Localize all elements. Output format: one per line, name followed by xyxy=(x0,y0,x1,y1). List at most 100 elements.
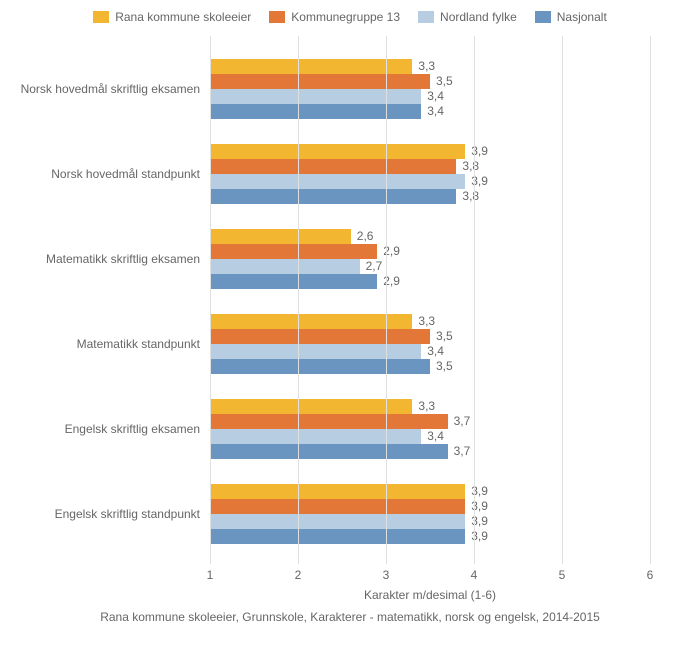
bar-value-label: 3,7 xyxy=(454,444,471,458)
x-tick-label: 2 xyxy=(295,568,302,582)
bar-value-label: 2,6 xyxy=(357,229,374,243)
x-tick-label: 5 xyxy=(559,568,566,582)
category-label: Norsk hovedmål skriftlig eksamen xyxy=(20,80,210,96)
grid-line xyxy=(386,36,387,564)
chart-caption: Rana kommune skoleeier, Grunnskole, Kara… xyxy=(20,610,680,624)
x-tick-label: 3 xyxy=(383,568,390,582)
bar xyxy=(210,259,360,274)
bar-value-label: 3,4 xyxy=(427,344,444,358)
legend-label: Kommunegruppe 13 xyxy=(291,10,400,24)
bars: 3,33,53,43,4 xyxy=(210,59,650,119)
bar-row: 3,9 xyxy=(210,174,650,189)
bar xyxy=(210,529,465,544)
bar-row: 3,5 xyxy=(210,329,650,344)
bar-row: 3,3 xyxy=(210,314,650,329)
bar xyxy=(210,484,465,499)
bar xyxy=(210,514,465,529)
bar-row: 3,9 xyxy=(210,514,650,529)
bar xyxy=(210,104,421,119)
bar-row: 2,9 xyxy=(210,274,650,289)
bar-row: 3,9 xyxy=(210,484,650,499)
x-axis-title: Karakter m/desimal (1-6) xyxy=(364,588,496,602)
bar-row: 3,7 xyxy=(210,414,650,429)
bar xyxy=(210,444,448,459)
x-tick-label: 1 xyxy=(207,568,214,582)
bar xyxy=(210,414,448,429)
x-tick-label: 4 xyxy=(471,568,478,582)
bar xyxy=(210,144,465,159)
bars: 3,3 3,73,43,7 xyxy=(210,399,650,459)
bar-row: 3,3 xyxy=(210,59,650,74)
bars: 2,62,92,72,9 xyxy=(210,229,650,289)
bar-row: 3,5 xyxy=(210,359,650,374)
bar xyxy=(210,189,456,204)
bar-row: 3,4 xyxy=(210,89,650,104)
grid-line xyxy=(562,36,563,564)
x-tick-label: 6 xyxy=(647,568,654,582)
legend-label: Nasjonalt xyxy=(557,10,607,24)
bar-row: 3,3 xyxy=(210,399,650,414)
category-label: Engelsk skriftlig eksamen xyxy=(20,420,210,436)
bar-group: Matematikk skriftlig eksamen2,62,92,72,9 xyxy=(210,229,650,289)
bar xyxy=(210,244,377,259)
category-label: Matematikk standpunkt xyxy=(20,335,210,351)
grid-line xyxy=(298,36,299,564)
bar xyxy=(210,329,430,344)
bar-value-label: 3,5 xyxy=(436,359,453,373)
bar-row: 3,9 xyxy=(210,529,650,544)
legend-swatch xyxy=(418,11,434,23)
bar xyxy=(210,344,421,359)
bar-group: Norsk hovedmål skriftlig eksamen3,33,53,… xyxy=(210,59,650,119)
bar xyxy=(210,429,421,444)
bar xyxy=(210,399,412,414)
bar-row: 3,8 xyxy=(210,159,650,174)
bar-row: 2,9 xyxy=(210,244,650,259)
bar-group: Matematikk standpunkt3,33,53,43,5 xyxy=(210,314,650,374)
legend-item: Kommunegruppe 13 xyxy=(269,10,400,24)
bar xyxy=(210,159,456,174)
grid-line xyxy=(650,36,651,564)
legend-item: Nasjonalt xyxy=(535,10,607,24)
bar-value-label: 2,7 xyxy=(366,259,383,273)
bar-row: 3,7 xyxy=(210,444,650,459)
legend: Rana kommune skoleeier Kommunegruppe 13 No… xyxy=(80,10,620,24)
legend-swatch xyxy=(269,11,285,23)
bar-row: 3,5 xyxy=(210,74,650,89)
bar xyxy=(210,499,465,514)
bar-value-label: 3,7 xyxy=(454,414,471,428)
bar xyxy=(210,174,465,189)
bar-row: 3,4 xyxy=(210,429,650,444)
chart-container: Rana kommune skoleeier Kommunegruppe 13 No… xyxy=(0,0,700,668)
legend-swatch xyxy=(93,11,109,23)
bar xyxy=(210,229,351,244)
bar-value-label: 3,3 xyxy=(418,314,435,328)
bar-row: 3,4 xyxy=(210,104,650,119)
bar-value-label: 3,4 xyxy=(427,104,444,118)
bar-value-label: 3,4 xyxy=(427,89,444,103)
bar xyxy=(210,274,377,289)
bar-row: 2,7 xyxy=(210,259,650,274)
bar-row: 3,9 xyxy=(210,144,650,159)
legend-label: Rana kommune skoleeier xyxy=(115,10,251,24)
bar-group: Engelsk skriftlig standpunkt3,93,93,93,9 xyxy=(210,484,650,544)
bar xyxy=(210,59,412,74)
bars: 3,93,93,93,9 xyxy=(210,484,650,544)
category-label: Matematikk skriftlig eksamen xyxy=(20,250,210,266)
bar-value-label: 3,8 xyxy=(462,159,479,173)
bar-value-label: 3,3 xyxy=(418,59,435,73)
bar-group: Norsk hovedmål standpunkt3,93,83,93,8 xyxy=(210,144,650,204)
bar xyxy=(210,74,430,89)
bar-row: 3,9 xyxy=(210,499,650,514)
legend-item: Rana kommune skoleeier xyxy=(93,10,251,24)
bar-row: 3,8 xyxy=(210,189,650,204)
bar-value-label: 3,5 xyxy=(436,74,453,88)
bar xyxy=(210,359,430,374)
bar-value-label: 3,3 xyxy=(418,399,435,413)
bar-row: 2,6 xyxy=(210,229,650,244)
bar-row: 3,4 xyxy=(210,344,650,359)
legend-label: Nordland fylke xyxy=(440,10,517,24)
bar xyxy=(210,89,421,104)
legend-item: Nordland fylke xyxy=(418,10,517,24)
grid-line xyxy=(474,36,475,564)
category-label: Norsk hovedmål standpunkt xyxy=(20,165,210,181)
